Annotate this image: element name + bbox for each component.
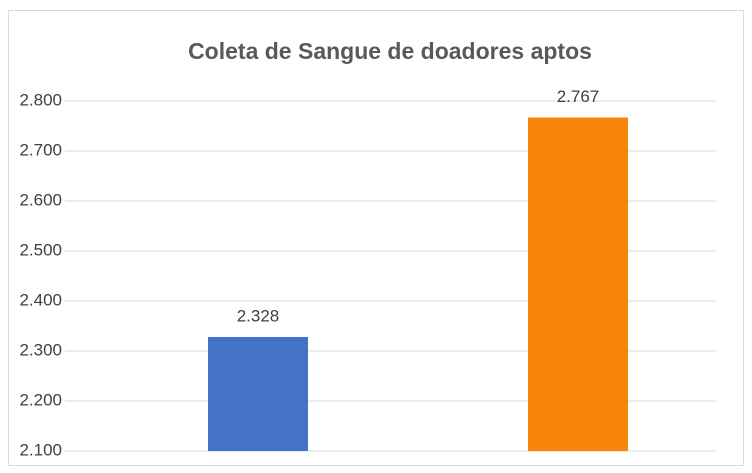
data-label: 2.767	[557, 87, 600, 106]
y-tick-label: 2.200	[19, 390, 62, 409]
chart-border	[8, 10, 744, 466]
y-tick-label: 2.300	[19, 340, 62, 359]
y-tick-label: 2.600	[19, 190, 62, 209]
y-tick-label: 2.500	[19, 240, 62, 259]
chart-title: Coleta de Sangue de doadores aptos	[188, 38, 592, 64]
y-tick-label: 2.100	[19, 440, 62, 459]
y-tick-label: 2.800	[19, 90, 62, 109]
y-tick-label: 2.700	[19, 140, 62, 159]
bar	[528, 117, 628, 451]
y-tick-label: 2.400	[19, 290, 62, 309]
data-label: 2.328	[237, 306, 280, 325]
bar	[208, 337, 308, 451]
